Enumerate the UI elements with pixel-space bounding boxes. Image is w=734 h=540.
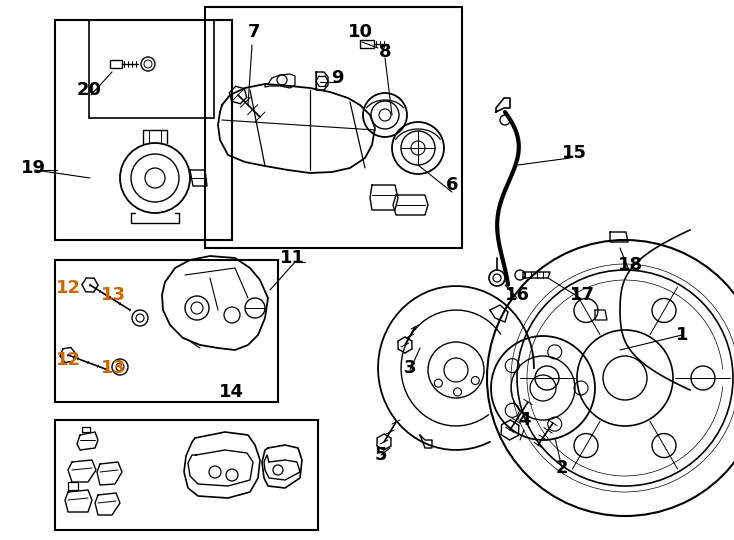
Text: 19: 19 [21,159,46,177]
Bar [55,20,232,240]
Bar [55,420,318,530]
Text: 5: 5 [375,446,388,464]
Text: 13: 13 [101,286,126,304]
Text: 1: 1 [676,326,688,344]
Text: 13: 13 [101,359,126,377]
Text: 16: 16 [504,286,529,304]
Text: 12: 12 [56,279,81,297]
Text: 18: 18 [617,256,642,274]
Text: 7: 7 [248,23,261,41]
Bar [360,40,374,48]
Text: 10: 10 [347,23,372,41]
Text: 14: 14 [219,383,244,401]
Text: 20: 20 [76,81,101,99]
Text: 2: 2 [556,459,568,477]
Bar [205,7,462,248]
Bar [55,260,278,402]
Text: 9: 9 [331,69,344,87]
Text: 17: 17 [570,286,595,304]
Bar [110,60,122,68]
Text: 4: 4 [517,411,530,429]
Text: 3: 3 [404,359,416,377]
Text: 12: 12 [56,351,81,369]
Text: 6: 6 [446,176,458,194]
Text: 11: 11 [280,249,305,267]
Bar [89,20,214,118]
Text: 15: 15 [562,144,586,162]
Text: 8: 8 [379,43,391,61]
